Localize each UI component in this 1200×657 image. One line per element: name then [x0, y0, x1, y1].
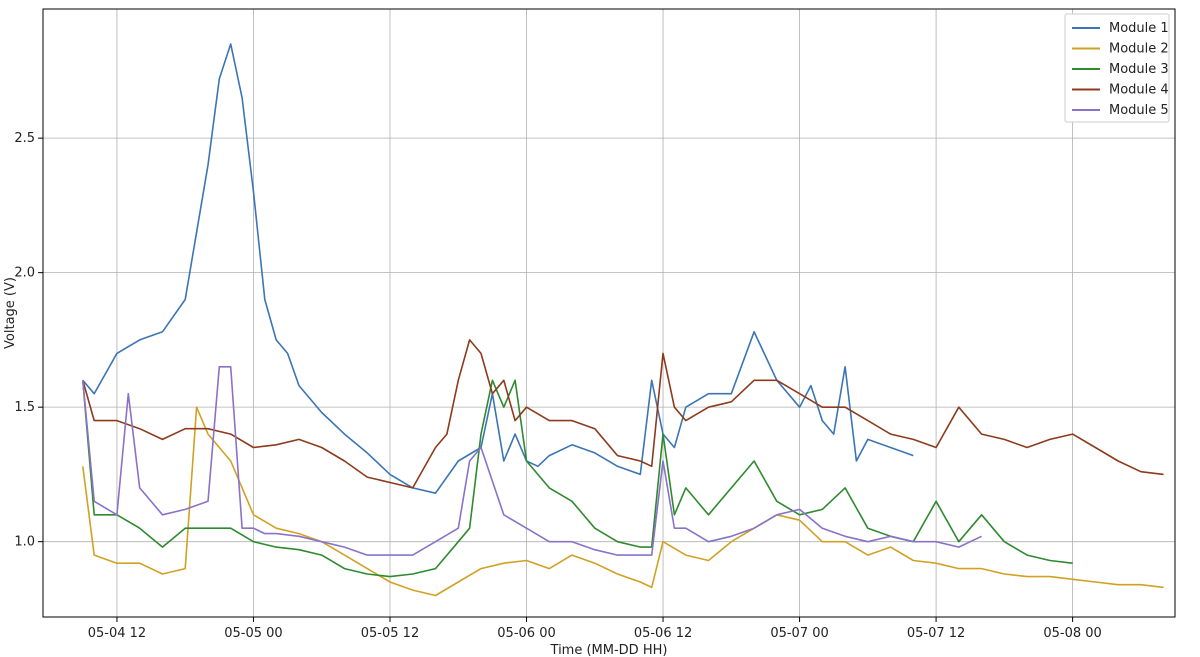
legend-label: Module 2	[1109, 42, 1169, 57]
x-axis-label: Time (MM-DD HH)	[550, 643, 668, 657]
y-axis-label: Voltage (V)	[3, 277, 18, 349]
x-tick-label: 05-04 12	[88, 626, 146, 641]
grid-lines	[43, 9, 1175, 617]
series-lines	[82, 43, 1164, 597]
y-tick-label: 1.5	[14, 400, 35, 415]
x-tick-label: 05-07 12	[907, 626, 965, 641]
series-line-module-1	[82, 43, 914, 494]
x-axis-ticks: 05-04 12 05-05 00 05-05 12 05-06 00 05-06 12…	[88, 617, 1102, 641]
x-tick-label: 05-08 00	[1043, 626, 1101, 641]
x-tick-label: 05-07 00	[770, 626, 828, 641]
legend-box	[1064, 13, 1170, 123]
legend-label: Module 3	[1109, 62, 1169, 77]
plot-area-frame	[42, 8, 1176, 618]
x-tick-label: 05-06 12	[634, 626, 692, 641]
y-tick-label: 1.0	[14, 535, 35, 550]
y-axis-ticks: 1.0 1.5 2.0 2.5	[14, 131, 43, 550]
series-line-module-2	[82, 406, 1164, 597]
legend-label: Module 1	[1109, 21, 1169, 36]
series-line-module-3	[82, 379, 1073, 578]
legend: Module 1 Module 2 Module 3 Module 4 Module 5	[1064, 13, 1170, 123]
y-tick-label: 2.5	[14, 131, 35, 146]
x-tick-label: 05-06 00	[497, 626, 555, 641]
legend-label: Module 5	[1109, 103, 1169, 118]
x-tick-label: 05-05 00	[224, 626, 282, 641]
x-tick-label: 05-05 12	[361, 626, 419, 641]
series-line-module-4	[82, 339, 1164, 489]
series-line-module-5	[82, 366, 982, 556]
legend-label: Module 4	[1109, 83, 1169, 98]
y-tick-label: 2.0	[14, 266, 35, 281]
